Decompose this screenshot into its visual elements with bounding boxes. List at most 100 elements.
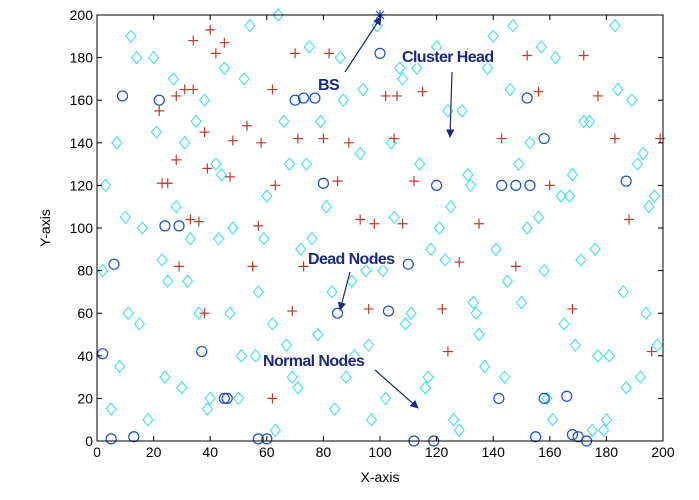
dead-node	[530, 431, 542, 443]
normal-node	[470, 306, 482, 320]
dead-node	[105, 433, 117, 445]
normal-node	[215, 167, 228, 182]
annotation-arrow	[374, 369, 419, 409]
normal-node	[640, 306, 652, 320]
cluster-head	[380, 90, 391, 101]
cluster-head	[193, 216, 204, 227]
dead-node	[261, 433, 273, 445]
dead-node	[374, 47, 386, 59]
cluster-head	[318, 133, 329, 144]
normal-node	[501, 274, 514, 289]
normal-node	[190, 114, 202, 129]
dead-node	[382, 305, 395, 317]
normal-node	[388, 210, 400, 225]
dead-node	[521, 92, 533, 104]
normal-node	[396, 72, 409, 86]
dead-node	[538, 392, 550, 404]
normal-node	[447, 412, 460, 427]
normal-node	[637, 146, 649, 161]
annotation-arrow	[337, 271, 351, 311]
normal-node	[159, 370, 171, 384]
normal-node	[357, 82, 369, 97]
normal-node	[306, 231, 318, 246]
normal-node	[535, 40, 547, 54]
normal-node	[235, 349, 247, 363]
dead-node	[620, 175, 632, 187]
normal-node	[405, 306, 417, 320]
normal-node	[147, 50, 160, 65]
x-tick-label: 100	[368, 444, 392, 460]
normal-node	[617, 285, 630, 299]
dead-node	[218, 392, 230, 404]
normal-node	[487, 29, 499, 44]
normal-node	[609, 18, 621, 33]
cluster-head	[474, 218, 485, 229]
normal-node	[283, 157, 296, 171]
normal-node	[620, 380, 632, 395]
dead-node	[97, 348, 109, 360]
normal-node	[467, 295, 480, 310]
cluster-head	[646, 346, 657, 357]
cluster-head	[202, 163, 213, 174]
cluster-head	[179, 84, 190, 95]
normal-node	[105, 402, 117, 416]
normal-node	[490, 242, 502, 257]
dead-node	[496, 179, 508, 191]
normal-node	[445, 199, 457, 214]
dead-node	[252, 433, 264, 445]
normal-node	[314, 114, 327, 129]
normal-node	[130, 50, 143, 65]
x-tick-label: 160	[538, 444, 562, 460]
normal-node	[258, 231, 270, 246]
normal-node	[541, 391, 553, 406]
normal-node	[292, 380, 304, 395]
x-tick-label: 0	[93, 444, 101, 460]
cluster-head	[437, 303, 448, 314]
normal-node	[597, 423, 610, 438]
normal-node	[204, 391, 216, 406]
dead-node	[510, 179, 522, 191]
normal-node	[626, 93, 638, 107]
normal-node	[162, 274, 174, 289]
normal-node	[612, 82, 624, 97]
normal-node	[167, 72, 180, 86]
normal-node	[156, 253, 168, 267]
normal-node	[413, 157, 426, 171]
cluster-head	[609, 133, 620, 144]
normal-node	[380, 391, 392, 406]
annotation: BS	[318, 77, 340, 94]
normal-node	[198, 93, 211, 107]
normal-node	[150, 125, 163, 139]
normal-node	[303, 40, 315, 54]
dead-node	[128, 431, 140, 443]
normal-node	[589, 242, 601, 257]
normal-node	[648, 189, 661, 203]
cluster-head	[544, 180, 555, 191]
x-tick-label: 60	[259, 444, 275, 460]
normal-node	[176, 380, 188, 395]
cluster-head	[199, 127, 210, 138]
cluster-head	[522, 50, 533, 61]
cluster-head	[363, 303, 374, 314]
normal-node	[651, 338, 663, 352]
normal-node	[113, 359, 126, 374]
cluster-head	[154, 105, 165, 116]
x-tick-label: 180	[595, 444, 619, 460]
cluster-head	[567, 303, 578, 314]
normal-node	[329, 402, 341, 416]
cluster-head	[442, 346, 453, 357]
plot-area	[97, 15, 663, 441]
normal-node	[99, 178, 112, 193]
normal-node	[340, 370, 352, 384]
cluster-head	[210, 48, 221, 59]
normal-node	[261, 189, 273, 203]
cluster-head	[219, 37, 230, 48]
normal-node	[634, 370, 647, 384]
normal-node	[524, 136, 536, 150]
cluster-head	[290, 48, 301, 59]
cluster-head	[241, 120, 252, 131]
normal-node	[569, 338, 581, 352]
normal-node	[538, 263, 550, 278]
cluster-head	[270, 180, 281, 191]
